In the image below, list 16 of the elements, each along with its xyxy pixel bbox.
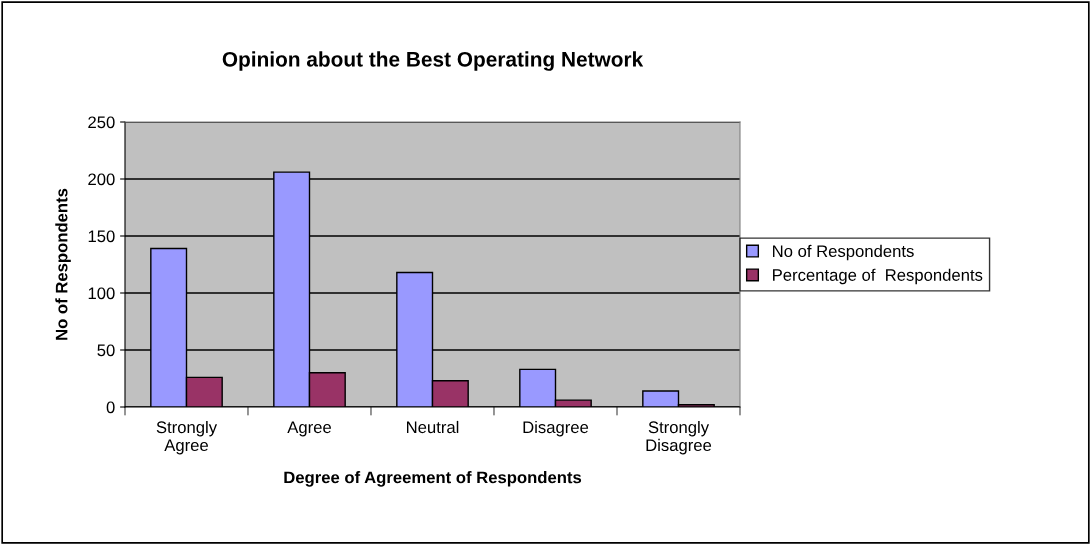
y-tick-label: 100 (88, 287, 115, 300)
y-tick-label: 50 (97, 344, 115, 357)
chart-title: Opinion about the Best Operating Network (222, 51, 644, 71)
y-tick-label: 250 (88, 116, 115, 129)
legend-label: Percentage of Respondents (773, 268, 983, 285)
x-tick-label: Agree (287, 421, 331, 437)
y-tick-label: 200 (88, 173, 115, 186)
legend-label: No of Respondents (773, 244, 914, 261)
y-axis-title: No of Respondents (55, 188, 71, 340)
y-tick-label: 0 (106, 401, 115, 414)
x-tick-label: Neutral (407, 420, 459, 434)
x-tick-label: Disagree (523, 420, 589, 437)
x-tick-label: Strongly Agree (156, 420, 218, 455)
x-tick-label: Strongly Disagree (646, 420, 712, 455)
y-tick-label: 150 (88, 230, 115, 243)
x-axis-title: Degree of Agreement of Respondents (284, 471, 582, 487)
